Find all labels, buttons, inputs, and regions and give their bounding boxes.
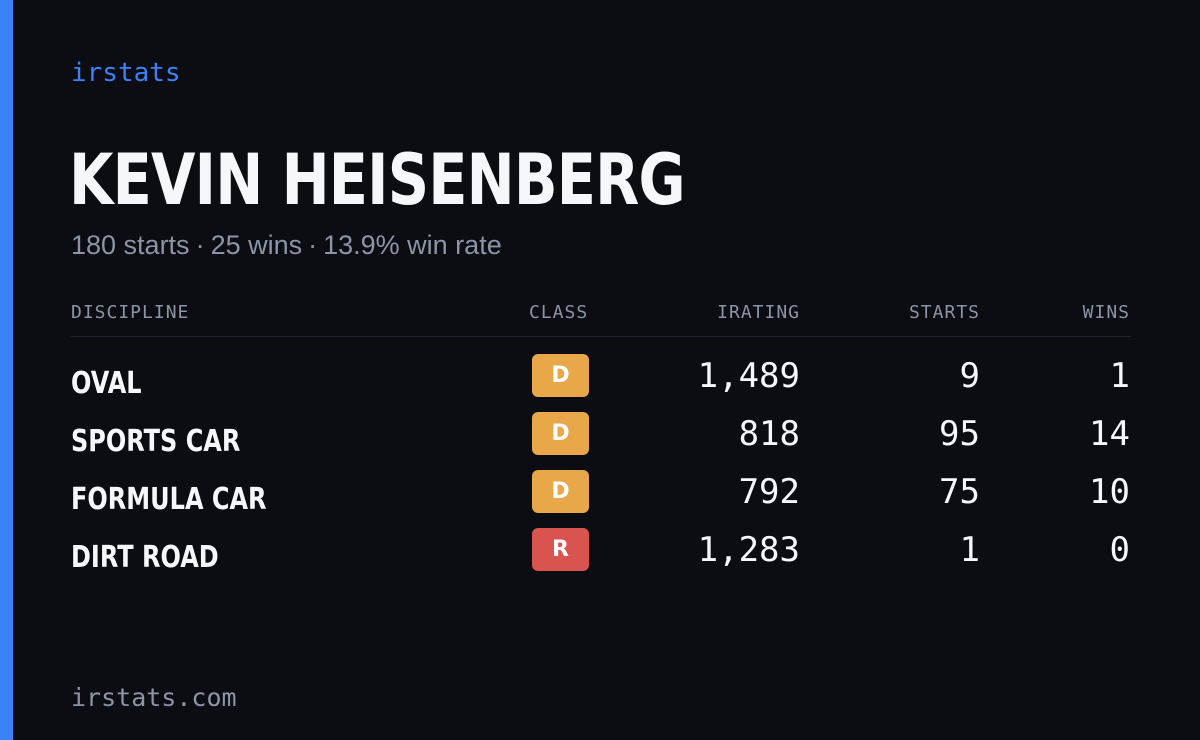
discipline-cell: DIRT ROAD [71, 540, 219, 575]
summary-separator: · [308, 230, 318, 260]
column-header-irating: IRATING [717, 302, 800, 323]
driver-name: KEVIN HEISENBERG [69, 139, 686, 221]
starts-cell: 1 [959, 530, 980, 570]
starts-cell: 95 [939, 414, 980, 454]
column-header-wins: WINS [1082, 302, 1130, 323]
discipline-cell: SPORTS CAR [71, 424, 241, 459]
summary-win-rate: 13.9% win rate [323, 230, 502, 260]
irating-cell: 1,489 [697, 356, 800, 396]
class-badge: R [532, 528, 589, 571]
column-header-starts: STARTS [908, 302, 980, 323]
summary-wins: 25 wins [210, 230, 303, 260]
irating-cell: 792 [738, 472, 800, 512]
discipline-cell: FORMULA CAR [71, 482, 267, 517]
table-row: SPORTS CAR D 818 95 14 [71, 412, 1131, 470]
driver-summary: 180 starts · 25 wins · 13.9% win rate [71, 228, 502, 262]
table-row: OVAL D 1,489 9 1 [71, 354, 1131, 412]
stats-table: DISCIPLINE CLASS IRATING STARTS WINS OVA… [71, 296, 1131, 575]
class-badge: D [532, 470, 589, 513]
wins-cell: 10 [1089, 472, 1130, 512]
irating-cell: 1,283 [697, 530, 800, 570]
class-badge: D [532, 412, 589, 455]
accent-bar [0, 0, 13, 740]
irating-cell: 818 [738, 414, 800, 454]
column-header-discipline: DISCIPLINE [71, 302, 190, 323]
summary-starts: 180 starts [71, 230, 190, 260]
column-header-class: CLASS [529, 302, 589, 323]
wins-cell: 0 [1109, 530, 1130, 570]
wins-cell: 1 [1109, 356, 1130, 396]
table-row: DIRT ROAD R 1,283 1 0 [71, 528, 1131, 586]
wins-cell: 14 [1089, 414, 1130, 454]
table-body: OVAL D 1,489 9 1 SPORTS CAR D 818 95 14 … [71, 354, 1131, 586]
brand-logo: irstats [71, 58, 181, 88]
starts-cell: 9 [959, 356, 980, 396]
table-row: FORMULA CAR D 792 75 10 [71, 470, 1131, 528]
table-header: DISCIPLINE CLASS IRATING STARTS WINS [71, 296, 1131, 337]
summary-separator: · [195, 230, 205, 260]
class-badge: D [532, 354, 589, 397]
starts-cell: 75 [939, 472, 980, 512]
discipline-cell: OVAL [71, 366, 142, 401]
footer-url: irstats.com [71, 683, 237, 712]
